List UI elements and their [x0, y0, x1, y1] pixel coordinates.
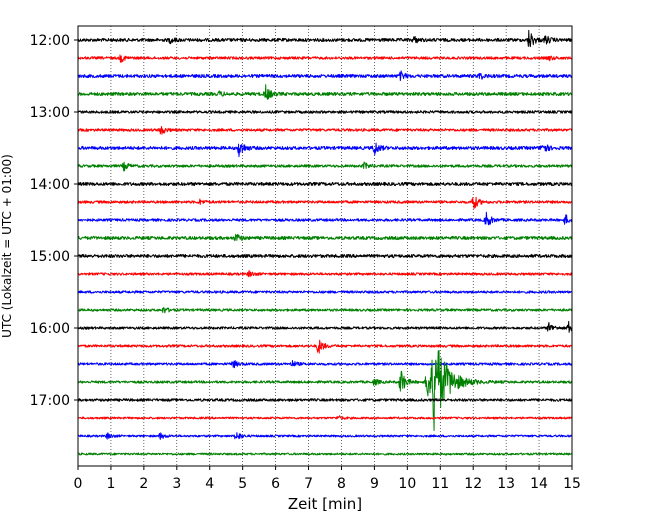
- trace-row-18: [77, 359, 573, 369]
- x-axis: 0 1 2 3 4 5 6 7 8 9 10 11 12 13 14 15: [74, 466, 581, 492]
- x-tick-label: 0: [74, 476, 83, 492]
- x-axis-label: Zeit [min]: [288, 495, 362, 513]
- trace-row-6: [77, 142, 573, 158]
- trace-row-12: [77, 253, 573, 259]
- trace-row-5: [77, 125, 573, 135]
- seismogram-traces: [77, 29, 573, 456]
- x-tick-label: 12: [464, 476, 482, 492]
- y-tick-label: 17:00: [30, 393, 70, 409]
- y-tick-label: 16:00: [30, 321, 70, 337]
- x-tick-label: 10: [398, 476, 416, 492]
- trace-row-0: [77, 29, 573, 48]
- y-axis: 12:00 13:00 14:00 15:00 16:00 17:00: [30, 33, 78, 409]
- trace-row-10: [77, 211, 573, 226]
- x-tick-label: 13: [497, 476, 515, 492]
- y-tick-label: 12:00: [30, 33, 70, 49]
- x-tick-label: 9: [370, 476, 379, 492]
- trace-row-16: [77, 320, 573, 333]
- trace-row-14: [77, 290, 573, 294]
- y-tick-label: 15:00: [30, 249, 70, 265]
- x-tick-label: 2: [139, 476, 148, 492]
- plot-area-frame: [77, 25, 573, 467]
- trace-row-15: [77, 307, 573, 314]
- trace-row-1: [77, 54, 573, 63]
- x-tick-label: 14: [530, 476, 548, 492]
- trace-row-23: [77, 452, 573, 456]
- plot-area-background: [78, 26, 572, 466]
- trace-row-4: [77, 110, 573, 114]
- trace-row-22: [77, 432, 573, 440]
- y-tick-label: 14:00: [30, 177, 70, 193]
- y-tick-label: 13:00: [30, 105, 70, 121]
- y-axis-label: UTC (Lokalzeit = UTC + 01:00): [0, 154, 14, 338]
- x-tick-label: 15: [563, 476, 581, 492]
- x-tick-label: 6: [271, 476, 280, 492]
- x-tick-label: 1: [106, 476, 115, 492]
- x-tick-label: 8: [337, 476, 346, 492]
- trace-row-21: [77, 415, 573, 420]
- x-tick-label: 11: [431, 476, 449, 492]
- x-tick-label: 3: [172, 476, 181, 492]
- trace-row-17: [77, 339, 573, 354]
- trace-row-7: [77, 161, 573, 172]
- trace-row-11: [77, 233, 573, 242]
- x-tick-label: 5: [238, 476, 247, 492]
- trace-row-2: [77, 70, 573, 82]
- trace-row-19: [77, 349, 573, 432]
- trace-row-13: [77, 270, 573, 278]
- trace-row-3: [77, 84, 573, 100]
- trace-row-9: [77, 196, 573, 210]
- trace-row-20: [77, 398, 573, 402]
- x-tick-label: 7: [304, 476, 313, 492]
- x-tick-label: 4: [205, 476, 214, 492]
- trace-row-8: [77, 181, 573, 187]
